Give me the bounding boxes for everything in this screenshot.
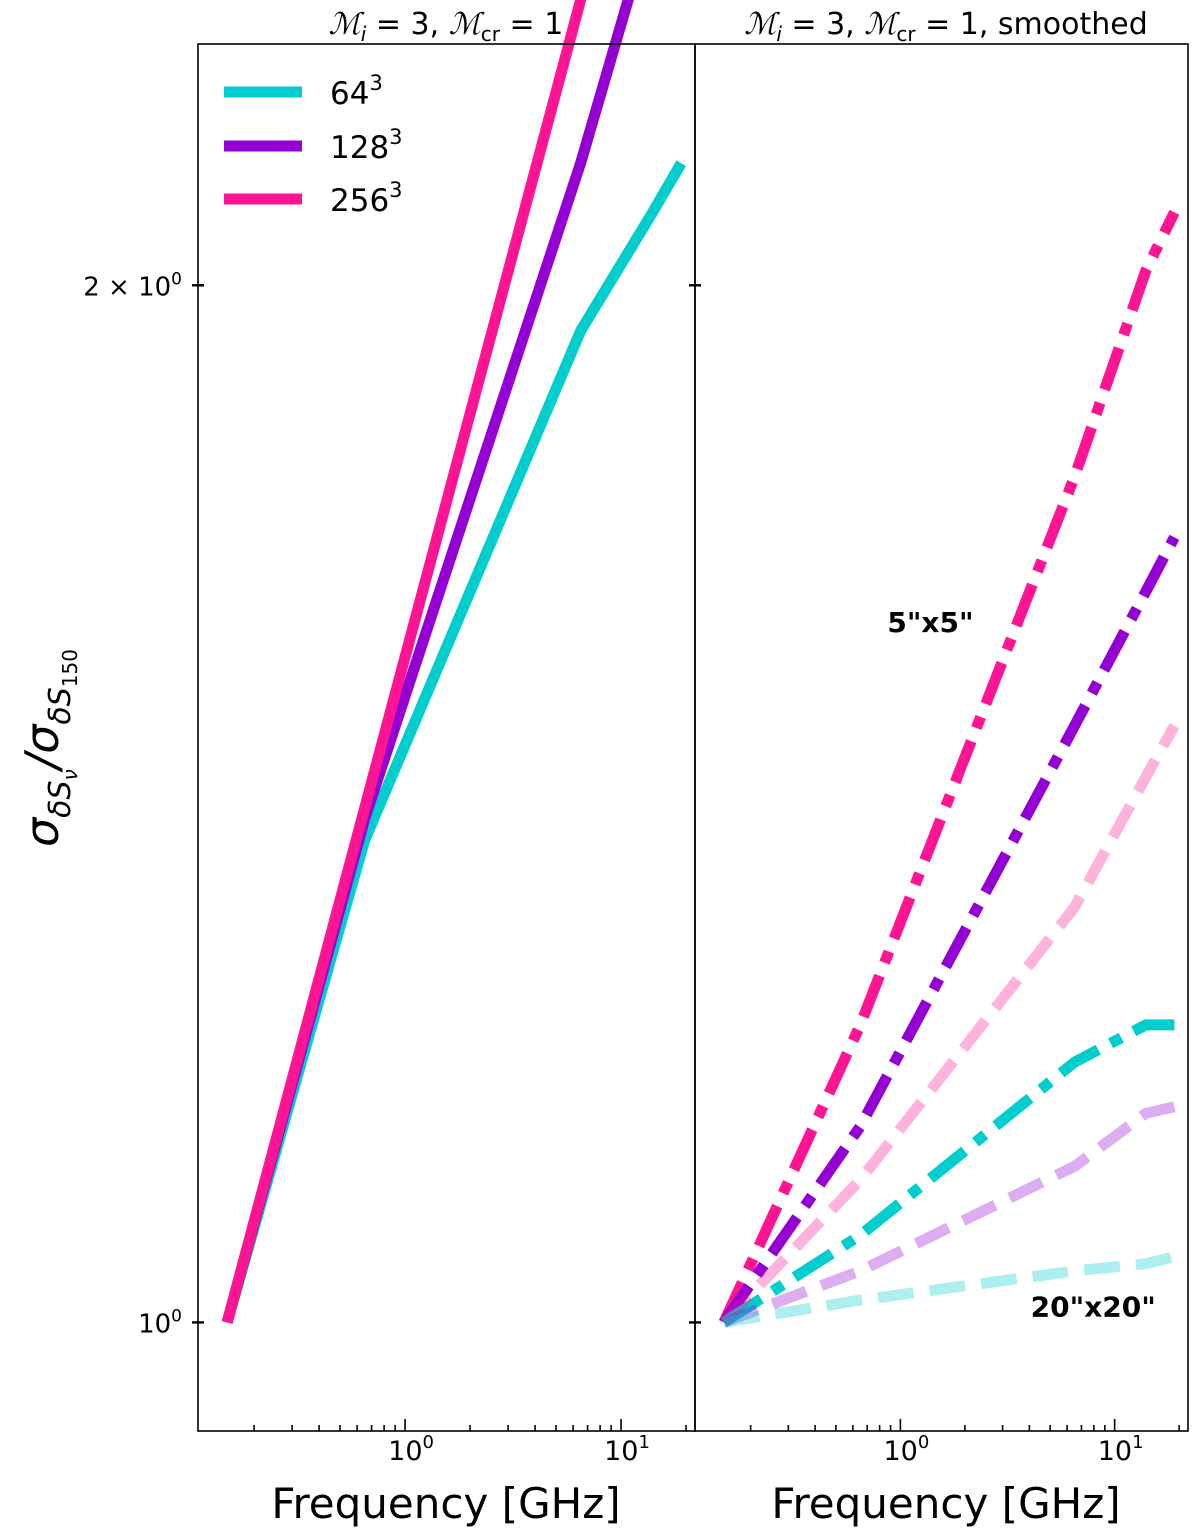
x-tick-label: 101 [1098, 1432, 1144, 1467]
y-axis-label: σδSν/σδS150 [15, 649, 82, 847]
x-tick-label-exp: 0 [918, 1432, 929, 1453]
legend: 643 1283 2563 [224, 71, 403, 219]
title-s2: cr [481, 22, 501, 46]
right-panel-frame [694, 43, 1189, 1432]
title-mid: = 3, [782, 7, 864, 42]
left-x-axis-label: Frequency [GHz] [271, 1479, 620, 1528]
series-line-5 [723, 1251, 1176, 1328]
x-tick-label-exp: 1 [1132, 1432, 1143, 1453]
series-line-3 [719, 723, 1180, 1327]
y-axis-label-sub1: δS [43, 780, 78, 817]
title-end: = 1, smoothed [916, 7, 1148, 42]
y-tick-label-exp: 0 [171, 269, 182, 289]
title-end: = 1 [500, 7, 563, 42]
legend-label-128: 1283 [330, 125, 403, 166]
y-tick-label: 100 [138, 1306, 182, 1339]
series-line-1 [719, 534, 1180, 1326]
right-panel-title: ℳi = 3, ℳcr = 1, smoothed [744, 7, 1148, 46]
title-m2: ℳ [449, 7, 485, 42]
x-tick-label-base: 10 [1098, 1436, 1132, 1467]
y-tick-label-base: 10 [138, 1309, 171, 1339]
right-panel: ℳi = 3, ℳcr = 1, smoothed 100 101 Freque… [689, 7, 1189, 1528]
y-axis-label-sub3: δS [43, 687, 78, 724]
x-tick-label: 100 [388, 1432, 434, 1467]
left-panel-title: ℳi = 3, ℳcr = 1 [329, 7, 564, 46]
y-axis-label-sub2: ν [58, 769, 82, 780]
y-axis-label-main: σ [15, 816, 69, 847]
series-line-2 [720, 1019, 1175, 1328]
title-m2: ℳ [864, 7, 900, 42]
x-tick-label: 101 [604, 1432, 650, 1467]
right-panel-series [718, 209, 1180, 1328]
left-panel-series [221, 0, 686, 1324]
legend-label-64: 643 [330, 71, 383, 112]
x-tick-label-base: 10 [388, 1436, 422, 1467]
title-s2: cr [896, 22, 916, 46]
right-x-axis-label: Frequency [GHz] [771, 1479, 1120, 1528]
y-tick-label-base: 10 [138, 272, 171, 302]
title-m1: ℳ [329, 7, 365, 42]
title-s1: i [776, 22, 782, 46]
x-tick-label-base: 10 [883, 1436, 917, 1467]
x-tick-label: 100 [883, 1432, 929, 1467]
title-s1: i [361, 22, 367, 46]
svg-text:σδSν/σδS150: σδSν/σδS150 [15, 649, 82, 847]
y-tick-label-exp: 0 [171, 1306, 182, 1326]
left-panel: ℳi = 3, ℳcr = 1 100 101 Frequency [GHz] … [192, 0, 696, 1528]
title-m1: ℳ [744, 7, 780, 42]
series-line-0 [718, 209, 1180, 1325]
x-tick-label-base: 10 [604, 1436, 638, 1467]
title-mid: = 3, [366, 7, 448, 42]
right-panel-ticks [689, 284, 1180, 1431]
x-tick-label-exp: 1 [638, 1432, 649, 1453]
series-line-4 [721, 1101, 1176, 1328]
legend-label-256: 2563 [330, 178, 403, 219]
y-axis-label-slash: /σ [15, 723, 69, 773]
y-axis-label-sub4: 150 [58, 649, 82, 687]
y-tick-label: 2 × 100 [83, 269, 182, 302]
annotation-20x20: 20"x20" [1031, 1290, 1156, 1323]
y-tick-label-prefix: 2 × [83, 272, 138, 302]
annotation-5x5: 5"x5" [887, 606, 973, 639]
series-line-2 [221, 0, 587, 1324]
x-tick-label-exp: 0 [423, 1432, 434, 1453]
